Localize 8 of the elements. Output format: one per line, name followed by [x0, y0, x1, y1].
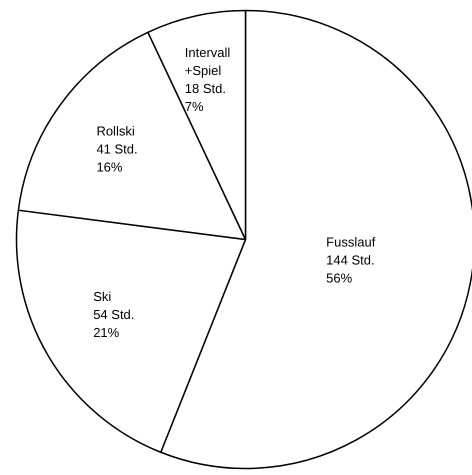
data-label: 144 Std. 56%: [326, 252, 375, 286]
slice-label: Rollski: [96, 124, 135, 139]
slice-label: Fusslauf: [326, 234, 376, 250]
slice-label: Ski: [93, 288, 112, 304]
data-label: 18 Std. 7%: [184, 81, 226, 114]
data-label: 54 Std. 21%: [93, 306, 134, 340]
data-label: 41 Std. 16%: [96, 142, 138, 175]
slice-label: Intervall +Spiel: [184, 45, 230, 78]
